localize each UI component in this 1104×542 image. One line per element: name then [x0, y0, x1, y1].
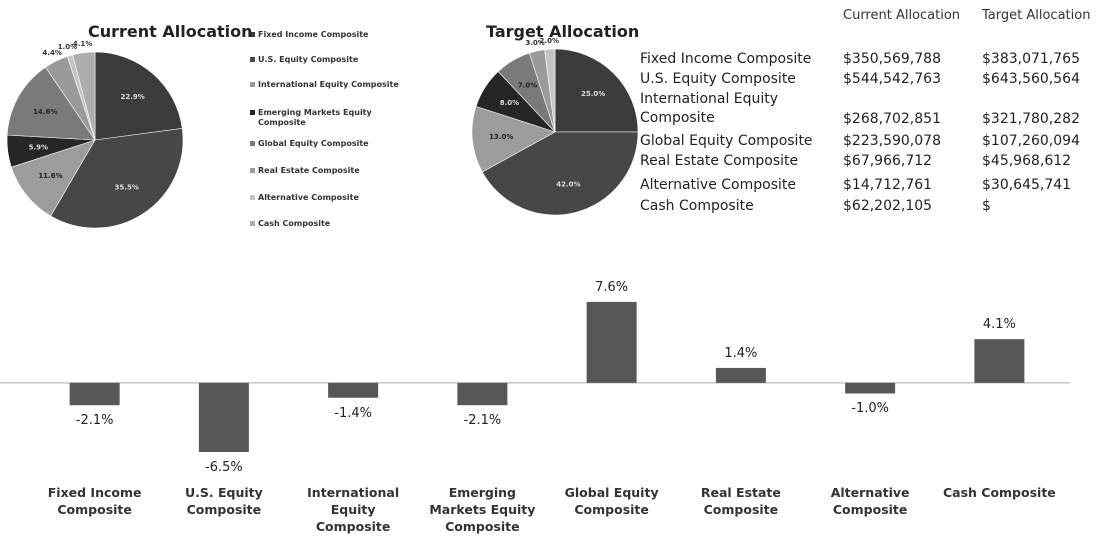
pie-slice	[72, 51, 96, 141]
bar-value-label: -1.0%	[851, 401, 889, 417]
legend-label: Global Equity Composite	[258, 139, 369, 148]
table-cell: $268,702,851	[843, 111, 941, 127]
pie-label: 14.6%	[33, 108, 57, 116]
table-cell: $544,542,763	[843, 71, 941, 87]
bar	[845, 382, 896, 394]
pie-label: 1.0%	[58, 43, 77, 51]
pie-label: 5.9%	[29, 143, 48, 151]
legend-swatch	[250, 110, 255, 115]
bar-value-label: -1.4%	[334, 405, 372, 421]
bar	[586, 301, 637, 383]
pie-label: 7.0%	[518, 82, 537, 90]
table-cell: $62,202,105	[843, 198, 933, 214]
x-tick-label: Fixed Income Composite	[47, 485, 142, 517]
table-cell: $643,560,564	[982, 71, 1080, 87]
bar	[198, 382, 249, 453]
table-cell: Alternative Composite	[640, 177, 796, 193]
pie-label: 2.0%	[540, 37, 559, 45]
pie-slice	[481, 131, 639, 216]
table-cell: $45,968,612	[982, 153, 1072, 169]
table-header: Current Allocation	[843, 8, 961, 23]
table-cell: $321,780,282	[982, 111, 1080, 127]
table-cell: International Equity Composite	[640, 91, 779, 126]
pie-slice	[10, 139, 96, 217]
table-header: Target Allocation	[982, 8, 1091, 23]
pie-label: 42.0%	[556, 180, 580, 188]
table-cell: $	[982, 198, 991, 214]
table-cell: Global Equity Composite	[640, 133, 813, 149]
legend-swatch	[250, 141, 255, 146]
pie-slice	[50, 128, 184, 229]
table-cell: Fixed Income Composite	[640, 51, 812, 67]
bar-value-label: -6.5%	[205, 460, 243, 476]
pie-title: Current Allocation	[88, 22, 253, 41]
legend-label: Real Estate Composite	[258, 166, 360, 175]
bar-value-label: -2.1%	[463, 413, 502, 429]
table-cell: $107,260,094	[982, 133, 1080, 149]
table-cell: $30,645,741	[982, 177, 1072, 193]
pie-slice	[544, 48, 556, 133]
bar-value-label: 7.6%	[595, 279, 629, 295]
legend-swatch	[250, 32, 255, 37]
table-cell: $14,712,761	[843, 177, 933, 193]
pie-label: 11.6%	[38, 172, 62, 180]
pie-label: 25.0%	[581, 90, 605, 98]
x-tick-label: Real Estate Composite	[700, 485, 781, 517]
table-cell: $223,590,078	[843, 133, 941, 149]
table-cell: $383,071,765	[982, 51, 1080, 67]
pie-title: Target Allocation	[486, 22, 640, 41]
legend-swatch	[250, 82, 255, 87]
pie-slice	[94, 51, 183, 141]
legend-label: U.S. Equity Composite	[258, 55, 359, 64]
pie-label: 8.0%	[500, 99, 519, 107]
x-tick-label: Cash Composite	[942, 485, 1056, 500]
table-cell: Real Estate Composite	[640, 153, 799, 169]
legend-label: Cash Composite	[258, 219, 331, 228]
pie-label: 35.5%	[115, 184, 139, 192]
x-tick-label: Global Equity Composite	[564, 485, 659, 517]
bar	[69, 382, 120, 406]
x-tick-label: U.S. Equity Composite	[184, 485, 263, 517]
table-cell: U.S. Equity Composite	[640, 71, 796, 87]
legend-swatch	[250, 221, 255, 226]
bar	[715, 367, 766, 383]
pie-label: 13.0%	[489, 133, 513, 141]
legend-swatch	[250, 195, 255, 200]
pie-slice	[471, 105, 556, 173]
table-cell: $350,569,788	[843, 51, 941, 67]
legend-label: Fixed Income Composite	[258, 30, 369, 39]
legend-label: International Equity Composite	[258, 80, 399, 89]
pie-slice	[6, 66, 96, 141]
legend-label: Emerging Markets Equity Composite	[258, 108, 372, 127]
pie-label: 3.0%	[525, 39, 544, 47]
x-tick-label: Alternative Composite	[830, 485, 910, 517]
x-tick-label: International Equity Composite	[307, 485, 400, 534]
x-tick-label: Emerging Markets Equity Composite	[429, 485, 536, 534]
bar-value-label: 4.1%	[982, 317, 1016, 333]
bar	[328, 382, 379, 398]
pie-label: 4.1%	[73, 40, 92, 48]
pie-slice	[554, 48, 639, 133]
bar	[457, 382, 508, 406]
legend-swatch	[250, 168, 255, 173]
bar-value-label: 1.4%	[724, 345, 758, 361]
legend-label: Alternative Composite	[258, 193, 359, 202]
bar	[974, 339, 1025, 383]
pie-label: 22.9%	[121, 93, 145, 101]
bar-value-label: -2.1%	[75, 413, 114, 429]
pie-label: 4.4%	[42, 49, 61, 57]
table-cell: $67,966,712	[843, 153, 933, 169]
legend-swatch	[250, 57, 255, 62]
table-cell: Cash Composite	[640, 198, 754, 214]
